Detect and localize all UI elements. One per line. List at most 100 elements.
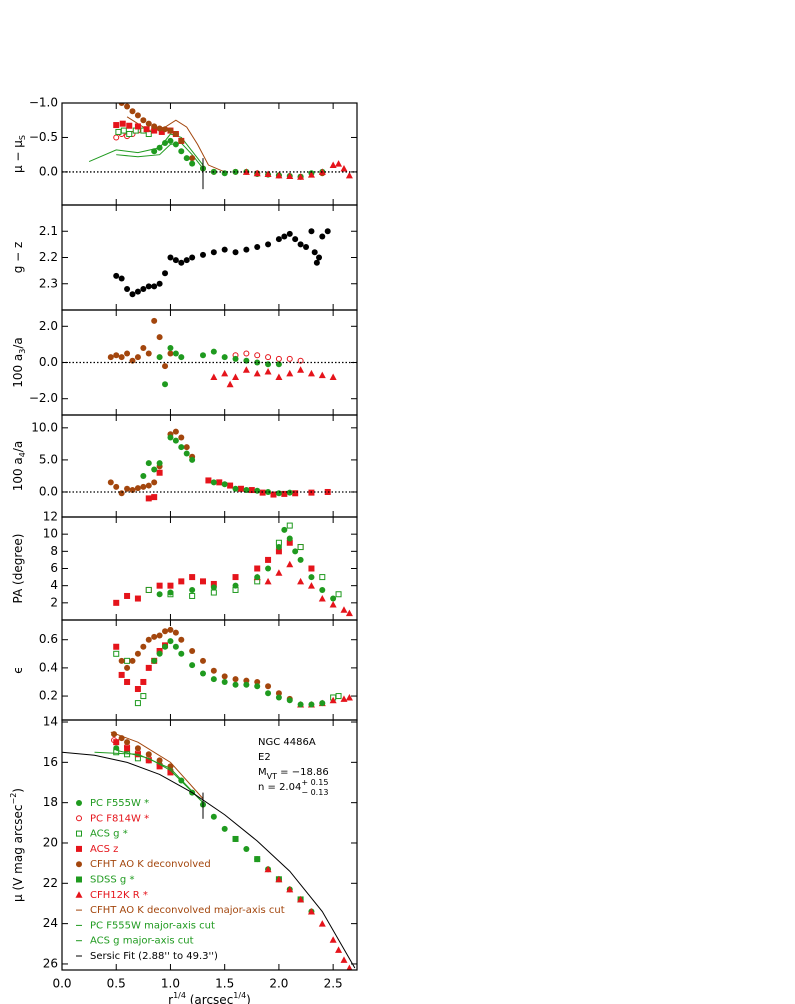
point xyxy=(286,697,293,704)
legend-label: Sersic Fit (2.88'' to 49.3'') xyxy=(90,951,218,962)
point xyxy=(134,595,141,602)
point xyxy=(254,678,261,685)
y-tick-label: 16 xyxy=(43,755,58,769)
plot-area xyxy=(113,228,331,298)
point xyxy=(264,577,272,585)
y-axis-label-part: μ (V mag arcsec xyxy=(11,805,25,902)
point xyxy=(143,126,150,133)
legend-swatch xyxy=(76,876,82,883)
point xyxy=(232,835,239,842)
point xyxy=(216,479,223,486)
point xyxy=(172,437,179,444)
point xyxy=(210,249,217,256)
y-axis-label: PA (degree) xyxy=(11,534,25,604)
point xyxy=(265,241,272,248)
point xyxy=(178,636,185,643)
point xyxy=(221,678,228,685)
point xyxy=(167,638,174,645)
annotation: n = 2.04+ 0.15− 0.13 xyxy=(258,778,328,797)
point xyxy=(167,626,174,633)
y-axis-label: ϵ xyxy=(11,666,25,673)
y-axis-label-part: /a xyxy=(11,337,25,348)
point xyxy=(134,700,141,707)
point xyxy=(297,366,305,373)
point xyxy=(297,556,304,563)
point xyxy=(145,636,152,643)
point xyxy=(189,160,196,167)
point xyxy=(307,582,315,589)
point xyxy=(134,485,141,492)
point xyxy=(156,591,163,598)
point xyxy=(115,128,122,135)
point xyxy=(158,128,165,135)
legend-label: PC F555W * xyxy=(90,798,149,809)
x-axis-label-part: ) xyxy=(246,993,251,1004)
point xyxy=(253,369,261,377)
y-axis-label-part: μ − μ xyxy=(11,140,25,173)
point xyxy=(107,354,114,361)
point xyxy=(120,127,127,134)
point xyxy=(318,371,326,379)
annotation-part: − 0.13 xyxy=(301,788,328,797)
point xyxy=(210,667,217,674)
y-tick-label: 8 xyxy=(50,544,58,558)
annotation-part: = −18.86 xyxy=(277,767,329,778)
point xyxy=(134,112,141,119)
point xyxy=(308,565,315,572)
point xyxy=(145,120,152,127)
point xyxy=(275,694,282,701)
point xyxy=(275,548,282,555)
point xyxy=(307,171,315,178)
y-tick-label: 2.3 xyxy=(39,276,58,290)
point xyxy=(221,246,228,253)
point xyxy=(232,355,239,362)
legend-swatch xyxy=(76,815,82,822)
point xyxy=(129,291,136,298)
plot-area xyxy=(113,626,353,708)
point xyxy=(308,228,315,235)
y-axis-label-part: ) xyxy=(11,788,25,793)
point xyxy=(221,481,228,488)
point xyxy=(156,280,163,287)
point xyxy=(167,254,174,261)
point xyxy=(113,650,120,657)
point xyxy=(167,589,174,596)
point xyxy=(265,354,272,361)
point xyxy=(124,485,131,492)
point xyxy=(242,366,250,373)
point xyxy=(308,701,315,708)
annotation-part: VT xyxy=(267,772,277,781)
point xyxy=(189,456,196,463)
y-tick-label: 0.0 xyxy=(39,164,58,178)
point xyxy=(232,249,239,256)
point xyxy=(335,591,342,598)
point xyxy=(172,350,179,357)
point xyxy=(329,373,337,380)
point xyxy=(119,120,126,127)
point xyxy=(335,693,342,700)
y-tick-label: 0.0 xyxy=(39,355,58,369)
point xyxy=(243,677,250,684)
point xyxy=(113,739,120,746)
x-axis-label-part: 1/4 xyxy=(173,991,186,1000)
point xyxy=(329,936,337,943)
point xyxy=(248,487,255,494)
point xyxy=(145,350,152,357)
point xyxy=(281,490,288,497)
point xyxy=(265,690,272,697)
point xyxy=(118,103,125,106)
y-axis-label-part: ϵ xyxy=(11,666,25,673)
point xyxy=(126,122,133,129)
point xyxy=(113,643,120,650)
y-tick-label: 2.0 xyxy=(39,319,58,333)
y-tick-label: −2.0 xyxy=(29,391,58,405)
point xyxy=(318,595,326,602)
y-axis-label-part: g − z xyxy=(11,242,25,274)
point xyxy=(275,171,283,179)
point xyxy=(124,739,131,746)
point xyxy=(156,763,163,770)
point xyxy=(329,696,337,704)
y-axis-label: 100 a3/a xyxy=(11,337,27,388)
point xyxy=(178,434,185,441)
point xyxy=(129,357,136,364)
